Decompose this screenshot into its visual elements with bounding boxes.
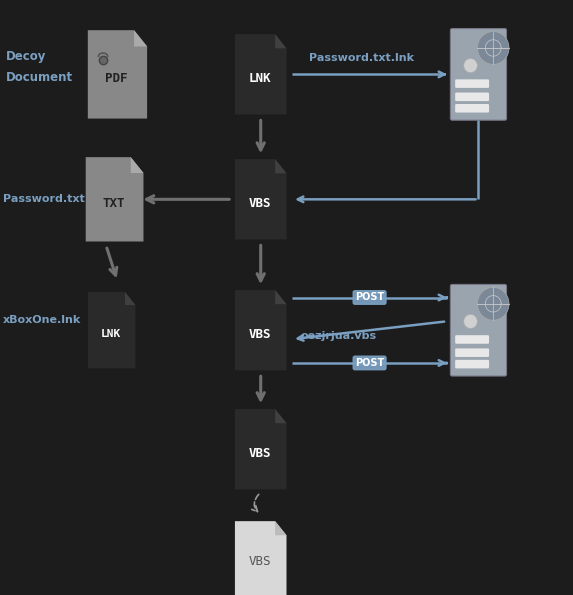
Polygon shape [275, 409, 286, 423]
Text: PDF: PDF [105, 73, 127, 85]
Polygon shape [235, 521, 286, 595]
FancyBboxPatch shape [450, 284, 507, 376]
Polygon shape [134, 30, 147, 46]
Polygon shape [275, 159, 286, 173]
Text: VBS: VBS [248, 197, 271, 210]
Polygon shape [235, 409, 286, 489]
Text: xBoxOne.lnk: xBoxOne.lnk [3, 315, 81, 324]
Text: POST: POST [355, 293, 384, 302]
Text: LNK: LNK [248, 72, 271, 85]
FancyBboxPatch shape [455, 104, 489, 112]
FancyBboxPatch shape [455, 360, 489, 368]
Polygon shape [88, 30, 147, 118]
Circle shape [464, 58, 477, 73]
Circle shape [477, 287, 509, 320]
Text: POST: POST [355, 358, 384, 368]
Text: Password.txt: Password.txt [3, 195, 85, 204]
Text: oezjrjua.vbs: oezjrjua.vbs [301, 331, 377, 341]
FancyBboxPatch shape [450, 29, 507, 120]
Polygon shape [235, 159, 286, 239]
FancyBboxPatch shape [455, 93, 489, 101]
Polygon shape [275, 290, 286, 304]
Polygon shape [275, 521, 286, 536]
Text: VBS: VBS [248, 555, 271, 568]
Text: VBS: VBS [248, 328, 271, 341]
Polygon shape [235, 290, 286, 370]
Polygon shape [86, 157, 143, 242]
Polygon shape [125, 292, 135, 305]
Text: Document: Document [6, 71, 73, 84]
Circle shape [464, 314, 477, 328]
Circle shape [477, 32, 509, 64]
Polygon shape [235, 34, 286, 114]
FancyBboxPatch shape [455, 349, 489, 357]
Polygon shape [131, 157, 143, 173]
Text: TXT: TXT [102, 197, 124, 210]
Text: Decoy: Decoy [6, 50, 46, 63]
Polygon shape [275, 34, 286, 48]
Polygon shape [88, 292, 135, 368]
Text: Password.txt.lnk: Password.txt.lnk [309, 53, 414, 62]
FancyBboxPatch shape [455, 79, 489, 88]
FancyBboxPatch shape [455, 335, 489, 344]
Text: LNK: LNK [101, 329, 121, 339]
Text: VBS: VBS [248, 447, 271, 460]
